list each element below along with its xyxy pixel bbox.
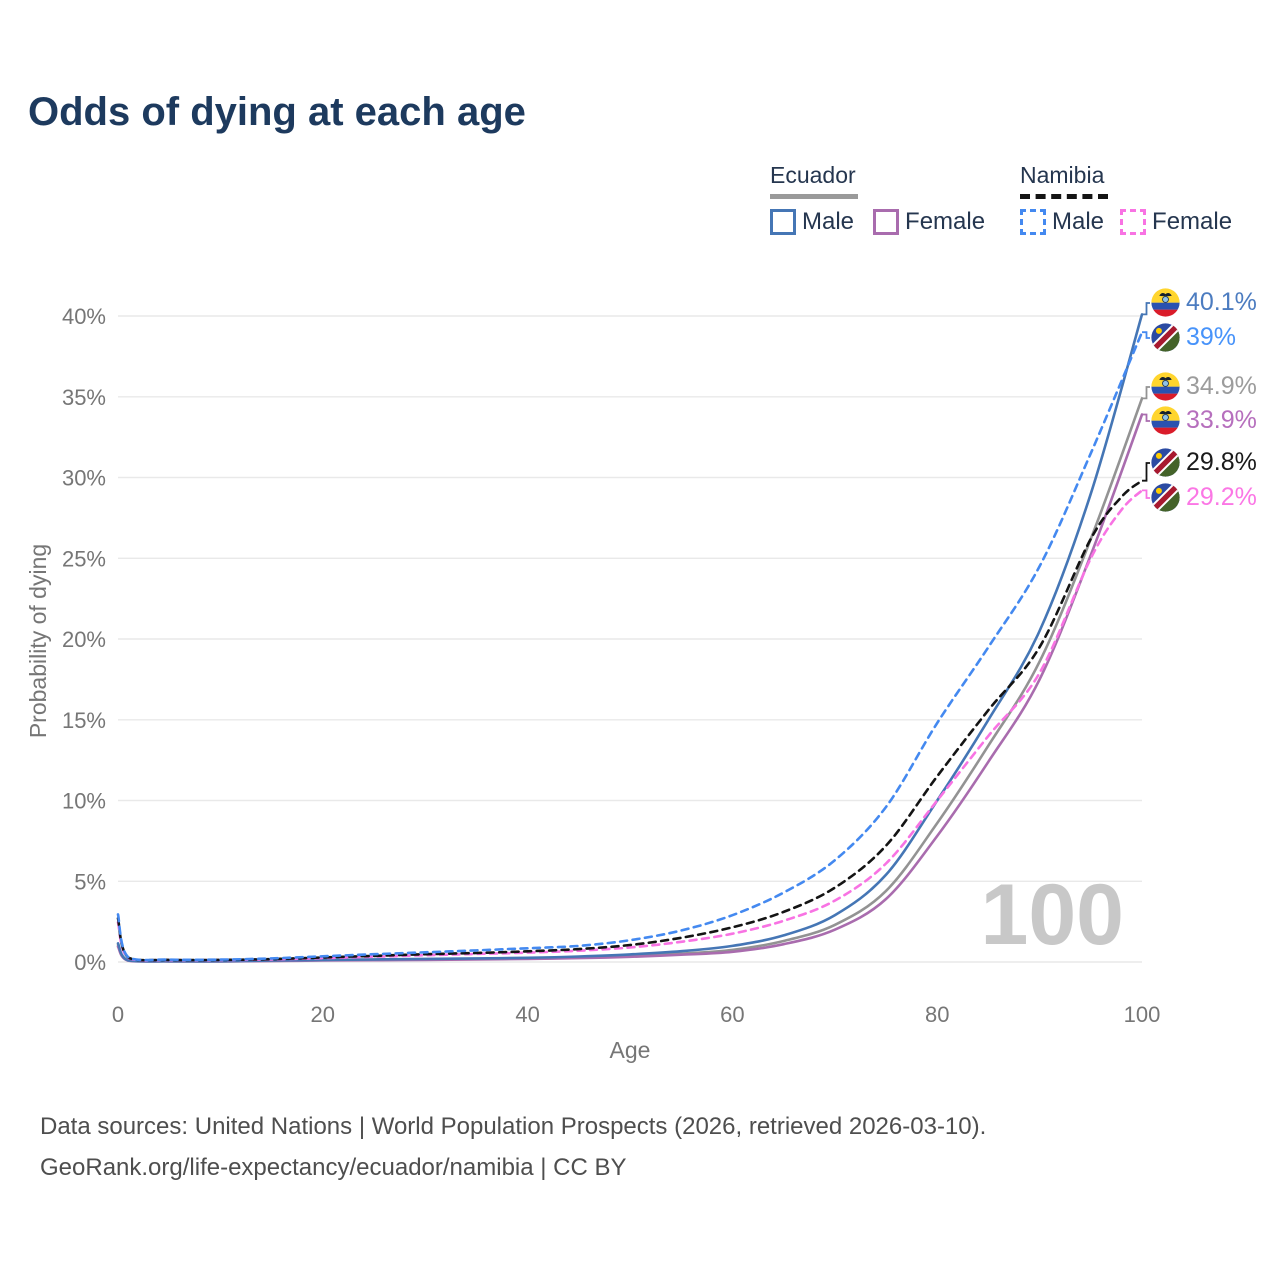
legend-label-namibia-female: Female <box>1152 208 1233 235</box>
y-tick-label-0: 0% <box>74 950 106 975</box>
end-label-ecuador-male: 40.1% <box>1151 288 1257 317</box>
legend-label-ecuador-male: Male <box>802 208 855 235</box>
ecuador-flag-icon <box>1151 288 1180 317</box>
x-tick-label-40: 40 <box>515 1002 539 1027</box>
series-line-namibia-male[interactable] <box>116 330 1144 962</box>
namibia-flag-icon <box>1151 448 1180 477</box>
end-label-namibia-all: 29.8% <box>1151 448 1257 477</box>
namibia-flag-icon <box>1151 483 1180 512</box>
end-connector-ecuador-male <box>1142 302 1150 316</box>
y-tick-label-40: 40% <box>62 304 106 329</box>
legend-swatch-ecuador-female <box>873 209 900 235</box>
end-label-value-ecuador-male: 40.1% <box>1186 288 1257 316</box>
series-line-namibia-all[interactable] <box>116 479 1144 962</box>
end-label-ecuador-female: 33.9% <box>1151 406 1257 435</box>
legend-label-namibia-male: Male <box>1052 208 1105 235</box>
x-axis-title: Age <box>610 1037 651 1063</box>
legend-group-namibia: Namibia Male Female <box>1020 162 1232 236</box>
footer: Data sources: United Nations | World Pop… <box>40 1106 986 1188</box>
y-tick-label-5: 5% <box>74 869 106 894</box>
legend-label-ecuador-female: Female <box>905 208 986 235</box>
legend-item-namibia-female[interactable]: Female <box>1120 208 1232 236</box>
y-tick-label-35: 35% <box>62 385 106 410</box>
footer-attribution: GeoRank.org/life-expectancy/ecuador/nami… <box>40 1154 627 1181</box>
age-counter-watermark: 100 <box>981 867 1125 963</box>
legend-group-ecuador: Ecuador Male Female <box>770 162 985 236</box>
y-tick-label-30: 30% <box>62 466 106 491</box>
y-axis-title: Probability of dying <box>25 544 51 738</box>
ecuador-flag-icon <box>1151 406 1180 435</box>
legend-header-namibia[interactable]: Namibia <box>1020 162 1108 199</box>
end-connector-ecuador-female <box>1142 413 1150 422</box>
y-tick-label-25: 25% <box>62 546 106 571</box>
namibia-flag-icon <box>1151 323 1180 352</box>
legend-header-ecuador[interactable]: Ecuador <box>770 162 858 199</box>
end-connector-ecuador-all <box>1142 386 1150 400</box>
series-line-ecuador-male[interactable] <box>116 313 1144 963</box>
end-connector-namibia-all <box>1142 462 1150 482</box>
end-label-ecuador-all: 34.9% <box>1151 372 1257 401</box>
ecuador-flag-icon <box>1151 372 1180 401</box>
legend-item-ecuador-female[interactable]: Female <box>873 208 985 236</box>
x-tick-label-100: 100 <box>1124 1002 1161 1027</box>
legend-swatch-namibia-male <box>1020 209 1046 235</box>
end-label-namibia-male: 39% <box>1151 323 1236 352</box>
y-tick-label-20: 20% <box>62 627 106 652</box>
x-tick-label-60: 60 <box>720 1002 744 1027</box>
end-label-value-ecuador-female: 33.9% <box>1186 406 1257 434</box>
end-label-value-ecuador-all: 34.9% <box>1186 372 1257 400</box>
end-label-value-namibia-all: 29.8% <box>1186 448 1257 476</box>
end-label-value-namibia-male: 39% <box>1186 323 1237 351</box>
footer-data-sources: Data sources: United Nations | World Pop… <box>40 1113 987 1140</box>
x-tick-label-20: 20 <box>311 1002 335 1027</box>
page-title: Odds of dying at each age <box>28 90 526 134</box>
x-tick-label-0: 0 <box>112 1002 124 1027</box>
end-label-namibia-female: 29.2% <box>1151 483 1257 512</box>
end-label-value-namibia-female: 29.2% <box>1186 483 1257 511</box>
legend-item-namibia-male[interactable]: Male <box>1020 208 1104 236</box>
x-tick-label-80: 80 <box>925 1002 949 1027</box>
legend-item-ecuador-male[interactable]: Male <box>770 208 854 236</box>
end-connector-namibia-male <box>1142 331 1150 339</box>
y-tick-label-10: 10% <box>62 789 106 814</box>
legend-swatch-namibia-female <box>1120 209 1147 235</box>
y-tick-label-15: 15% <box>62 708 106 733</box>
end-connector-namibia-female <box>1142 489 1150 499</box>
legend-swatch-ecuador-male <box>770 209 796 235</box>
